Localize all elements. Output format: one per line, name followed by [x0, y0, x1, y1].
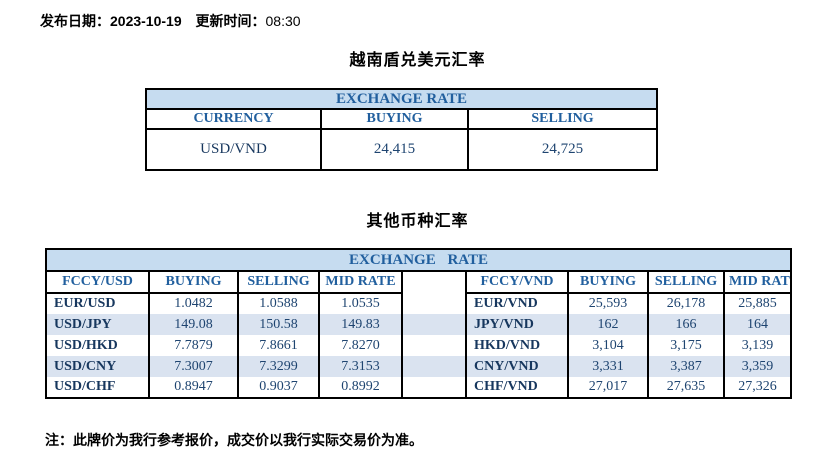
buying-column-header: BUYING	[320, 108, 469, 130]
table-header-row: CURRENCY BUYING SELLING	[145, 108, 658, 130]
table-header-row: FCCY/USD BUYING SELLING MID RATE FCCY/VN…	[45, 271, 793, 294]
selling-cell: 24,725	[467, 128, 658, 171]
mid-rate-cell: 149.83	[318, 314, 403, 335]
pair-cell: USD/HKD	[45, 335, 150, 356]
mid-rate-cell: 7.3153	[318, 356, 403, 377]
buying-column-header: BUYING	[148, 271, 239, 294]
publish-date-value: 2023-10-19	[110, 13, 182, 29]
other-currency-rate-table: EXCHANGE RATE FCCY/USD BUYING SELLING MI…	[44, 248, 793, 399]
selling-cell: 0.9037	[237, 377, 320, 398]
disclaimer-note: 注：此牌价为我行参考报价，成交价以我行实际交易价为准。	[45, 432, 423, 448]
selling-cell: 7.3299	[237, 356, 320, 377]
mid-rate-cell: 0.8992	[318, 377, 403, 398]
selling-cell: 3,387	[647, 356, 725, 377]
mid-rate-column-header: MID RATE	[318, 271, 403, 294]
table-band-row: EXCHANGE RATE	[145, 88, 658, 110]
spacer-column	[401, 314, 467, 335]
buying-cell: 25,593	[567, 293, 649, 314]
buying-cell: 27,017	[567, 377, 649, 398]
selling-cell: 166	[647, 314, 725, 335]
buying-cell: 24,415	[320, 128, 469, 171]
pair-cell: USD/CNY	[45, 356, 150, 377]
mid-rate-cell: 164	[722, 314, 793, 335]
pair-cell: USD/VND	[145, 128, 322, 171]
spacer-column	[401, 293, 467, 314]
usd-vnd-rate-table: EXCHANGE RATE CURRENCY BUYING SELLING US…	[145, 88, 658, 171]
pair-cell: USD/JPY	[45, 314, 150, 335]
selling-column-header: SELLING	[647, 271, 725, 294]
buying-cell: 0.8947	[148, 377, 239, 398]
table-row: USD/CNY 7.3007 7.3299 7.3153 CNY/VND 3,3…	[45, 356, 793, 377]
publish-date-label: 发布日期：	[40, 13, 110, 29]
buying-cell: 7.7879	[148, 335, 239, 356]
exchange-rate-band: EXCHANGE RATE	[145, 88, 658, 110]
mid-rate-cell: 27,326	[722, 377, 793, 398]
buying-cell: 149.08	[148, 314, 239, 335]
buying-column-header: BUYING	[567, 271, 649, 294]
pair-cell: EUR/VND	[465, 293, 569, 314]
table-row: EUR/USD 1.0482 1.0588 1.0535 EUR/VND 25,…	[45, 293, 793, 314]
update-time-label: 更新时间：	[195, 13, 266, 29]
pair-cell: EUR/USD	[45, 293, 150, 314]
spacer-column	[401, 356, 467, 377]
mid-rate-cell: 3,139	[722, 335, 793, 356]
mid-rate-cell: 25,885	[722, 293, 793, 314]
selling-column-header: SELLING	[237, 271, 320, 294]
table-row: USD/VND 24,415 24,725	[145, 128, 658, 171]
currency-column-header: CURRENCY	[145, 108, 322, 130]
update-time-value: 08:30	[265, 13, 301, 29]
pair-cell: HKD/VND	[465, 335, 569, 356]
table-row: USD/HKD 7.7879 7.8661 7.8270 HKD/VND 3,1…	[45, 335, 793, 356]
spacer-column	[401, 271, 467, 293]
selling-cell: 150.58	[237, 314, 320, 335]
exchange-rate-band: EXCHANGE RATE	[44, 249, 793, 272]
selling-cell: 1.0588	[237, 293, 320, 314]
mid-rate-column-header: MID RATE	[722, 271, 793, 294]
buying-cell: 3,104	[567, 335, 649, 356]
mid-rate-cell: 7.8270	[318, 335, 403, 356]
buying-cell: 3,331	[567, 356, 649, 377]
mid-rate-cell: 3,359	[722, 356, 793, 377]
selling-column-header: SELLING	[467, 108, 658, 130]
publish-info: 发布日期：2023-10-19 更新时间：08:30	[40, 11, 301, 31]
pair-cell: CNY/VND	[465, 356, 569, 377]
buying-cell: 162	[567, 314, 649, 335]
buying-cell: 7.3007	[148, 356, 239, 377]
fccy-usd-column-header: FCCY/USD	[45, 271, 150, 294]
selling-cell: 26,178	[647, 293, 725, 314]
selling-cell: 27,635	[647, 377, 725, 398]
table-row: USD/JPY 149.08 150.58 149.83 JPY/VND 162…	[45, 314, 793, 335]
pair-cell: USD/CHF	[45, 377, 150, 398]
pair-cell: JPY/VND	[465, 314, 569, 335]
mid-rate-cell: 1.0535	[318, 293, 403, 314]
other-table-title: 其他币种汇率	[366, 213, 469, 230]
selling-cell: 7.8661	[237, 335, 320, 356]
usd-table-title: 越南盾兑美元汇率	[349, 52, 486, 69]
table-band-row: EXCHANGE RATE	[44, 249, 793, 272]
buying-cell: 1.0482	[148, 293, 239, 314]
fccy-vnd-column-header: FCCY/VND	[465, 271, 569, 294]
selling-cell: 3,175	[647, 335, 725, 356]
table-row: USD/CHF 0.8947 0.9037 0.8992 CHF/VND 27,…	[45, 377, 793, 398]
spacer-column	[401, 377, 467, 398]
spacer-column	[401, 335, 467, 356]
pair-cell: CHF/VND	[465, 377, 569, 398]
